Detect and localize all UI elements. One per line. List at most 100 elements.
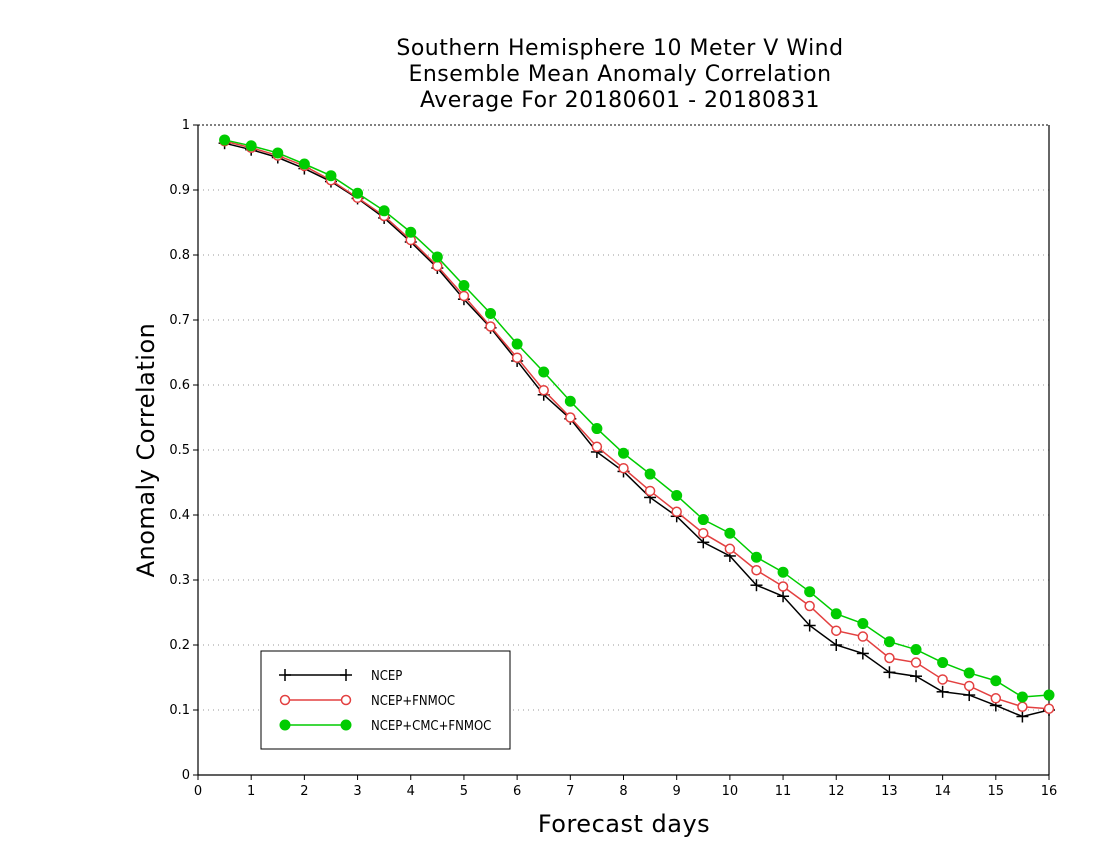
legend-label-1: NCEP+FNMOC — [371, 694, 455, 709]
point-0-22 — [803, 619, 816, 632]
y-tick-label-9: 0.9 — [169, 183, 190, 198]
point-1-29 — [990, 693, 1002, 704]
legend-label-2: NCEP+CMC+FNMOC — [371, 719, 491, 734]
point-0-26 — [910, 670, 923, 683]
y-tick-label-8: 0.8 — [169, 248, 190, 263]
y-tick-label-4: 0.4 — [169, 508, 190, 523]
point-1-25 — [884, 652, 895, 664]
series-0 — [218, 137, 1055, 723]
y-tick-label-1: 0.1 — [169, 703, 190, 718]
chart-title-line-1: Southern Hemisphere 10 Meter V Wind — [396, 36, 844, 61]
series-line-1 — [224, 140, 1050, 710]
point-0-25 — [883, 666, 896, 679]
point-1-17 — [671, 506, 682, 517]
point-1-11 — [511, 352, 523, 363]
x-tick-label-5: 5 — [460, 784, 468, 799]
point-2-15 — [618, 447, 629, 459]
point-1-14 — [591, 441, 603, 452]
point-0-27 — [936, 685, 949, 698]
point-1-21 — [777, 581, 789, 592]
x-tick-label-3: 3 — [353, 784, 361, 799]
x-tick-label-14: 14 — [934, 784, 951, 799]
x-tick-label-12: 12 — [828, 784, 845, 799]
point-0-21 — [777, 590, 790, 603]
legend-item-0: NCEP — [279, 669, 402, 684]
point-2-23 — [830, 608, 842, 620]
legend-item-2: NCEP+CMC+FNMOC — [279, 719, 491, 734]
x-tick-label-13: 13 — [881, 784, 898, 799]
point-2-6 — [378, 205, 390, 217]
x-tick-label-15: 15 — [988, 784, 1005, 799]
point-2-18 — [697, 514, 709, 526]
point-1-10 — [485, 321, 496, 332]
point-2-11 — [511, 338, 523, 350]
point-1-15 — [618, 462, 629, 474]
point-1-18 — [698, 527, 709, 539]
point-2-16 — [644, 468, 656, 480]
legend-item-1: NCEP+FNMOC — [279, 694, 455, 709]
point-1-24 — [857, 631, 869, 642]
point-0-24 — [856, 647, 869, 660]
x-axis-label: Forecast days — [537, 810, 711, 838]
legend-marker-right-1 — [340, 694, 352, 706]
legend-marker-right-2 — [340, 719, 352, 731]
point-1-19 — [724, 543, 736, 555]
point-0-30 — [1016, 710, 1029, 723]
series-1 — [219, 136, 1055, 714]
y-tick-label-7: 0.7 — [169, 313, 190, 328]
point-2-31 — [1043, 689, 1055, 701]
legend: NCEP NCEP+FNMOC NCEP+CMC+FNMOC — [260, 650, 511, 750]
x-tick-label-6: 6 — [513, 784, 521, 799]
point-2-26 — [910, 644, 922, 656]
point-2-8 — [431, 251, 443, 263]
point-2-20 — [750, 551, 762, 563]
point-1-26 — [910, 657, 922, 668]
x-tick-label-0: 0 — [194, 784, 202, 799]
series-line-2 — [224, 139, 1050, 698]
x-tick-label-1: 1 — [247, 784, 255, 799]
point-1-28 — [963, 680, 975, 692]
y-axis-label: Anomaly Correlation — [132, 322, 160, 578]
point-1-8 — [432, 260, 443, 272]
legend-label-0: NCEP — [371, 669, 402, 684]
point-2-17 — [671, 490, 683, 501]
legend-marker-right-0 — [340, 669, 352, 681]
point-1-20 — [751, 565, 762, 576]
legend-marker-left-1 — [279, 694, 291, 706]
x-tick-label-11: 11 — [775, 784, 792, 799]
y-tick-label-2: 0.2 — [169, 638, 190, 653]
point-1-27 — [937, 674, 948, 685]
point-0-20 — [750, 579, 763, 592]
series-2 — [219, 134, 1055, 703]
series-line-0 — [224, 142, 1050, 718]
x-tick-label-16: 16 — [1041, 784, 1058, 799]
point-2-12 — [538, 366, 550, 378]
point-2-28 — [963, 667, 975, 679]
point-2-4 — [325, 170, 337, 182]
x-tick-label-7: 7 — [566, 784, 574, 799]
y-tick-label-0: 0 — [182, 768, 190, 783]
point-2-1 — [245, 140, 257, 152]
point-2-7 — [405, 226, 417, 238]
y-tick-label-3: 0.3 — [169, 573, 190, 588]
x-tick-label-4: 4 — [407, 784, 415, 799]
point-1-30 — [1017, 701, 1028, 712]
x-tick-label-2: 2 — [300, 784, 308, 799]
point-1-9 — [458, 290, 470, 302]
point-1-23 — [831, 625, 842, 636]
point-2-9 — [458, 280, 470, 292]
point-2-13 — [564, 395, 576, 407]
point-1-13 — [565, 412, 576, 423]
point-2-0 — [219, 134, 231, 146]
point-2-5 — [352, 187, 364, 199]
point-2-3 — [298, 158, 310, 170]
point-1-12 — [538, 384, 549, 396]
point-1-22 — [804, 600, 815, 612]
x-tick-label-10: 10 — [722, 784, 739, 799]
point-2-2 — [272, 147, 284, 159]
x-tick-label-9: 9 — [673, 784, 681, 799]
x-tick-label-8: 8 — [619, 784, 627, 799]
legend-marker-left-0 — [279, 669, 291, 681]
point-2-27 — [937, 657, 949, 669]
